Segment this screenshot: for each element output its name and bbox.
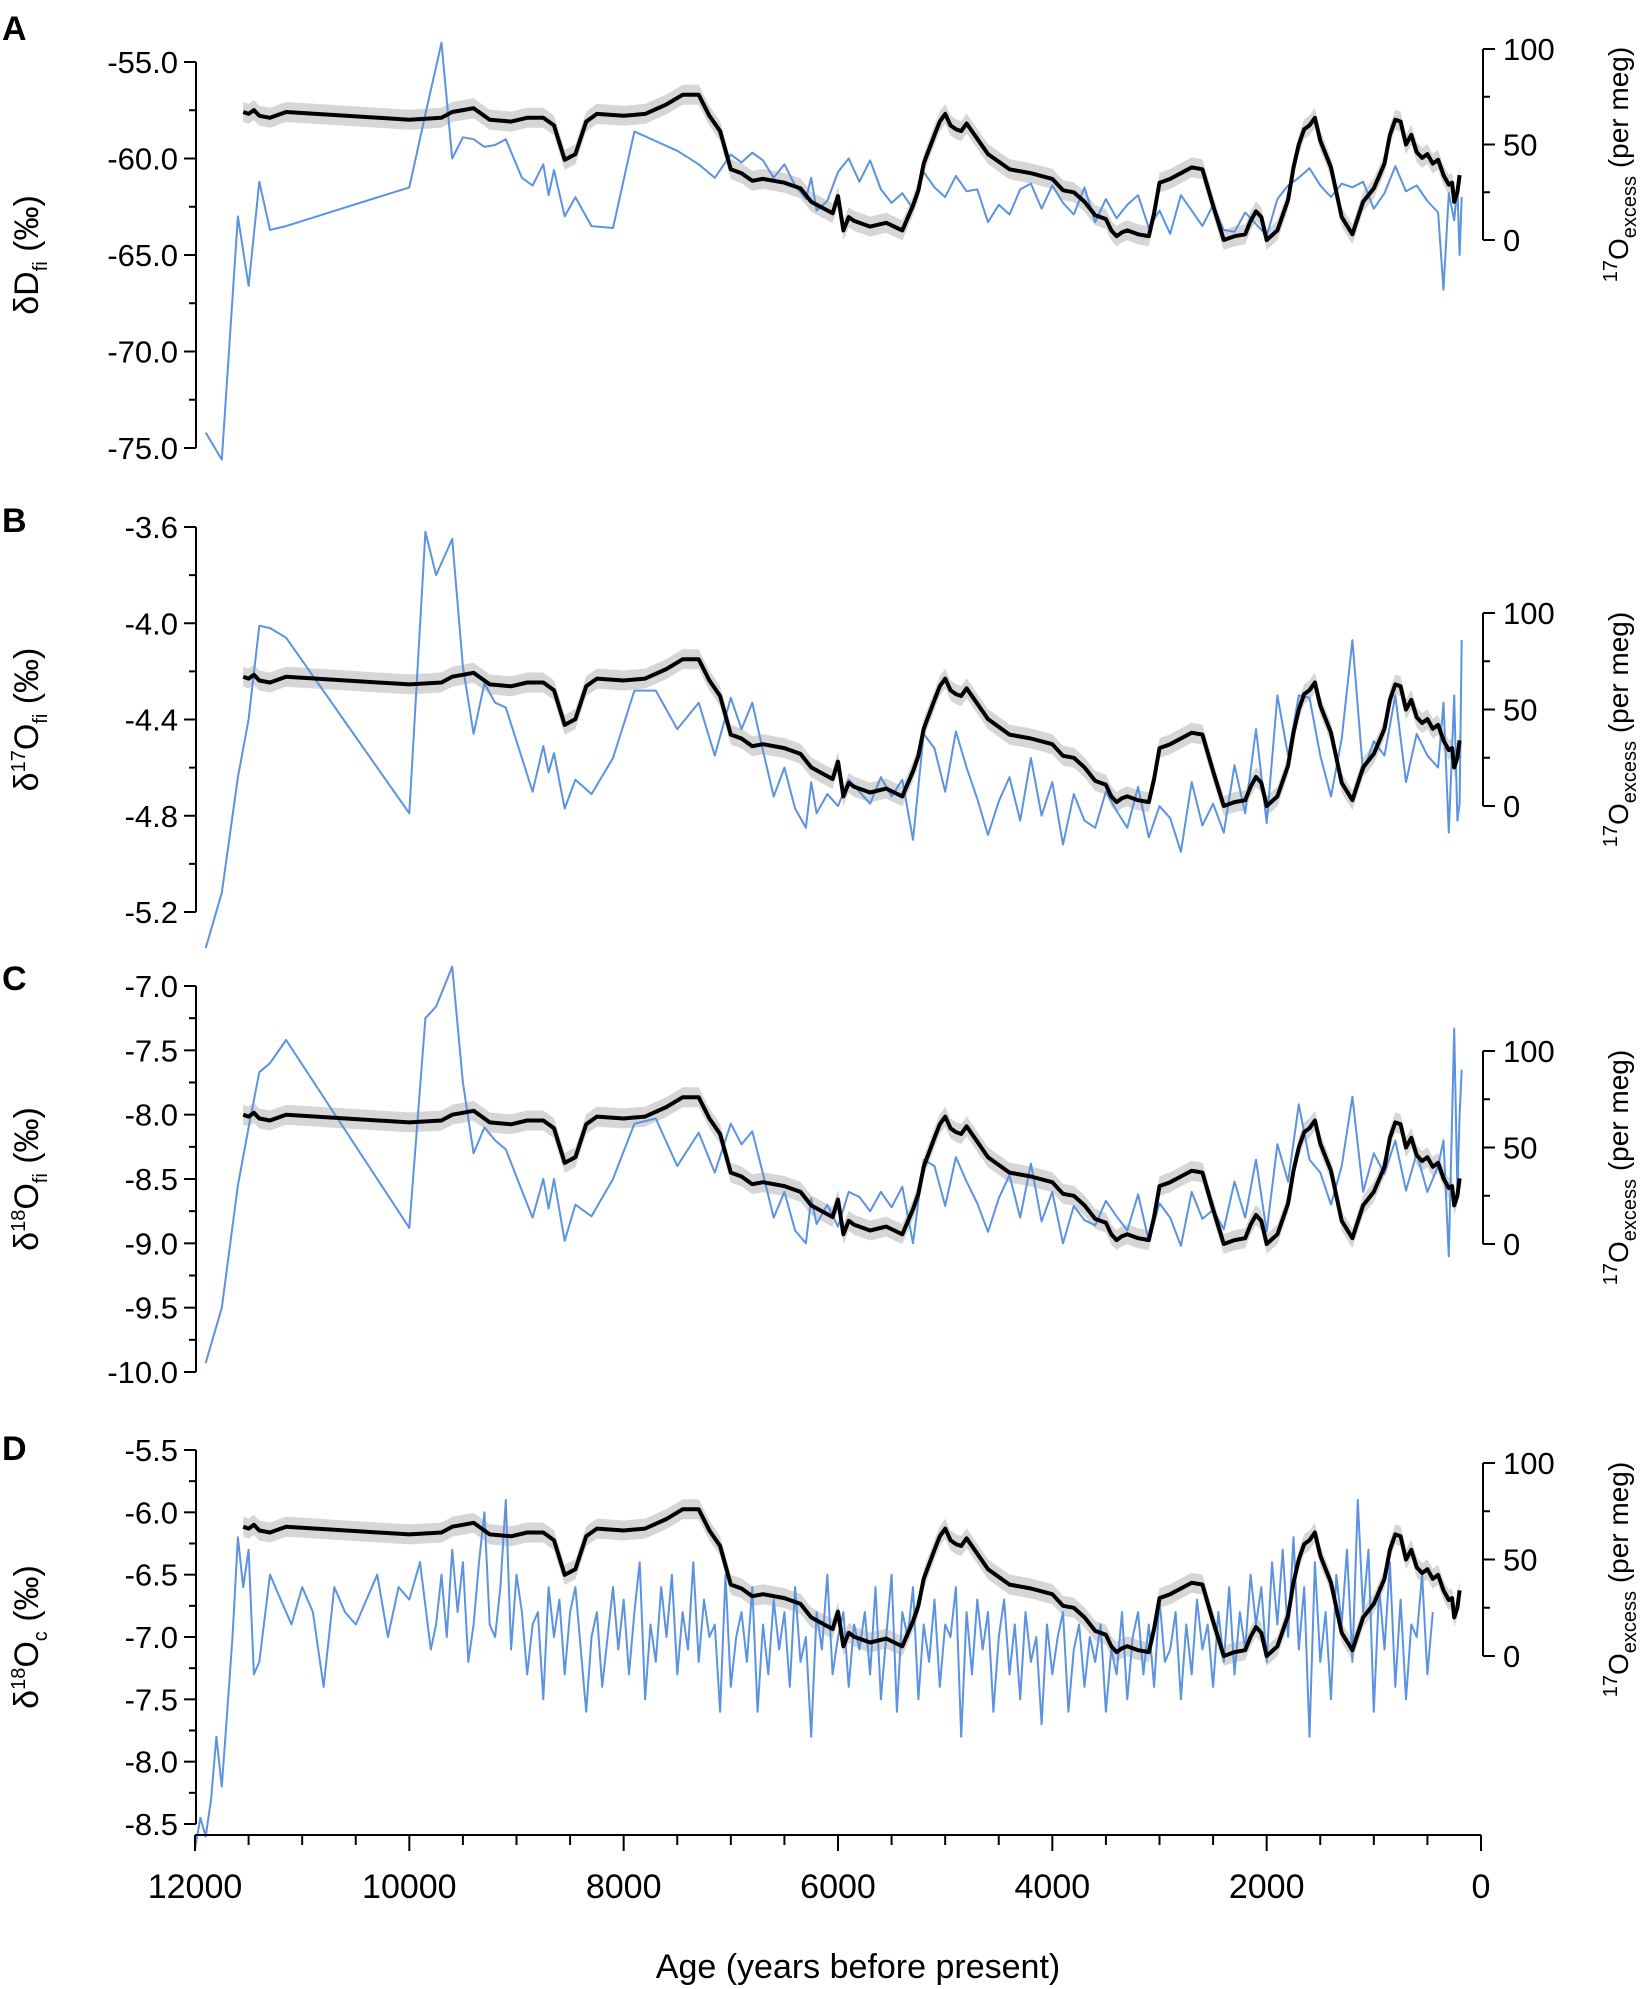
left-tick-label: -5.2 bbox=[125, 895, 178, 930]
left-tick-label: -75.0 bbox=[107, 431, 178, 466]
left-tick-label: -8.5 bbox=[125, 1162, 178, 1197]
left-tick-label: -6.0 bbox=[125, 1495, 178, 1530]
x-tick-label: 0 bbox=[1472, 1868, 1491, 1906]
left-tick-label: -6.5 bbox=[125, 1558, 178, 1593]
right-tick-label: 0 bbox=[1503, 789, 1520, 824]
left-tick-label: -4.4 bbox=[125, 703, 178, 738]
left-tick-label: -7.0 bbox=[125, 1620, 178, 1655]
right-axis-title: 17Oexcess (per meg) bbox=[1600, 47, 1641, 282]
left-axis-title: δ18Ofi (‰) bbox=[8, 1107, 52, 1251]
panel-b: B -3.6 -4.0 -4.4 -4.8 -5.2 δ17Ofi (‰) 0 50 100 17O… bbox=[2, 502, 1641, 949]
left-tick-label: -4.0 bbox=[125, 606, 178, 641]
panel-letter: C bbox=[2, 960, 27, 998]
black-series-line bbox=[242, 1095, 1462, 1246]
blue-series-line bbox=[194, 1498, 1434, 1850]
left-tick-label: -8.5 bbox=[125, 1807, 178, 1842]
left-tick-label: -7.5 bbox=[125, 1682, 178, 1717]
left-tick-label: -8.0 bbox=[125, 1098, 178, 1133]
panel-letter: D bbox=[2, 1430, 27, 1468]
left-axis-title: δ17Ofi (‰) bbox=[8, 648, 52, 792]
uncertainty-band bbox=[243, 649, 1460, 816]
left-tick-label: -8.0 bbox=[125, 1745, 178, 1780]
panel-c: C -7.0 -7.5 -8.0 -8.5 -9.0 -9.5 -10.0 δ18Ofi (‰)… bbox=[2, 960, 1641, 1390]
black-series-line bbox=[242, 1507, 1462, 1658]
right-tick-label: 100 bbox=[1503, 32, 1555, 67]
left-tick-label: -10.0 bbox=[107, 1355, 178, 1390]
right-tick-label: 50 bbox=[1503, 693, 1537, 728]
right-tick-label: 50 bbox=[1503, 1543, 1537, 1578]
x-tick-label: 12000 bbox=[148, 1868, 243, 1906]
right-tick-label: 0 bbox=[1503, 1227, 1520, 1262]
x-axis: Age (years before present) 12000 10000 800… bbox=[148, 1834, 1491, 1986]
left-tick-label: -55.0 bbox=[107, 45, 178, 80]
right-tick-label: 50 bbox=[1503, 128, 1537, 163]
left-tick-label: -7.5 bbox=[125, 1033, 178, 1068]
right-axis-title: 17Oexcess (per meg) bbox=[1600, 612, 1641, 847]
black-series-line bbox=[242, 92, 1462, 242]
blue-series-line bbox=[204, 530, 1463, 949]
x-axis-title: Age (years before present) bbox=[656, 1948, 1060, 1986]
black-series-line bbox=[242, 657, 1462, 808]
right-tick-label: 100 bbox=[1503, 596, 1555, 631]
right-tick-label: 0 bbox=[1503, 1639, 1520, 1674]
left-axis-title: δ18Oc (‰) bbox=[8, 1565, 52, 1709]
x-tick-label: 10000 bbox=[362, 1868, 457, 1906]
right-axis-title: 17Oexcess (per meg) bbox=[1600, 1050, 1641, 1285]
left-tick-label: -70.0 bbox=[107, 335, 178, 370]
panel-letter: A bbox=[2, 10, 27, 48]
blue-series-line bbox=[204, 41, 1463, 461]
right-tick-label: 100 bbox=[1503, 1446, 1555, 1481]
right-axis-title: 17Oexcess (per meg) bbox=[1600, 1462, 1641, 1697]
left-tick-label: -60.0 bbox=[107, 142, 178, 177]
left-tick-label: -65.0 bbox=[107, 238, 178, 273]
x-tick-label: 2000 bbox=[1229, 1868, 1305, 1906]
x-tick-label: 4000 bbox=[1015, 1868, 1091, 1906]
panel-letter: B bbox=[2, 502, 27, 540]
right-tick-label: 0 bbox=[1503, 223, 1520, 258]
right-tick-label: 50 bbox=[1503, 1131, 1537, 1166]
left-tick-label: -5.5 bbox=[125, 1433, 178, 1468]
panel-d: D -5.5 -6.0 -6.5 -7.0 -7.5 -8.0 -8.5 δ18Oc (‰) 0 5… bbox=[2, 1430, 1641, 1850]
x-tick-label: 8000 bbox=[586, 1868, 662, 1906]
left-axis-title: δDfi (‰) bbox=[8, 195, 52, 315]
left-tick-label: -7.0 bbox=[125, 969, 178, 1004]
blue-series-line bbox=[204, 965, 1463, 1364]
left-tick-label: -4.8 bbox=[125, 799, 178, 834]
panels: A -55.0 -60.0 -65.0 -70.0 -75.0 δDfi (‰) 0 50 100… bbox=[2, 10, 1641, 1850]
left-tick-label: -9.5 bbox=[125, 1291, 178, 1326]
x-tick-label: 6000 bbox=[800, 1868, 876, 1906]
panel-a: A -55.0 -60.0 -65.0 -70.0 -75.0 δDfi (‰) 0 50 100… bbox=[2, 10, 1641, 466]
left-tick-label: -9.0 bbox=[125, 1226, 178, 1261]
right-tick-label: 100 bbox=[1503, 1034, 1555, 1069]
left-tick-label: -3.6 bbox=[125, 510, 178, 545]
